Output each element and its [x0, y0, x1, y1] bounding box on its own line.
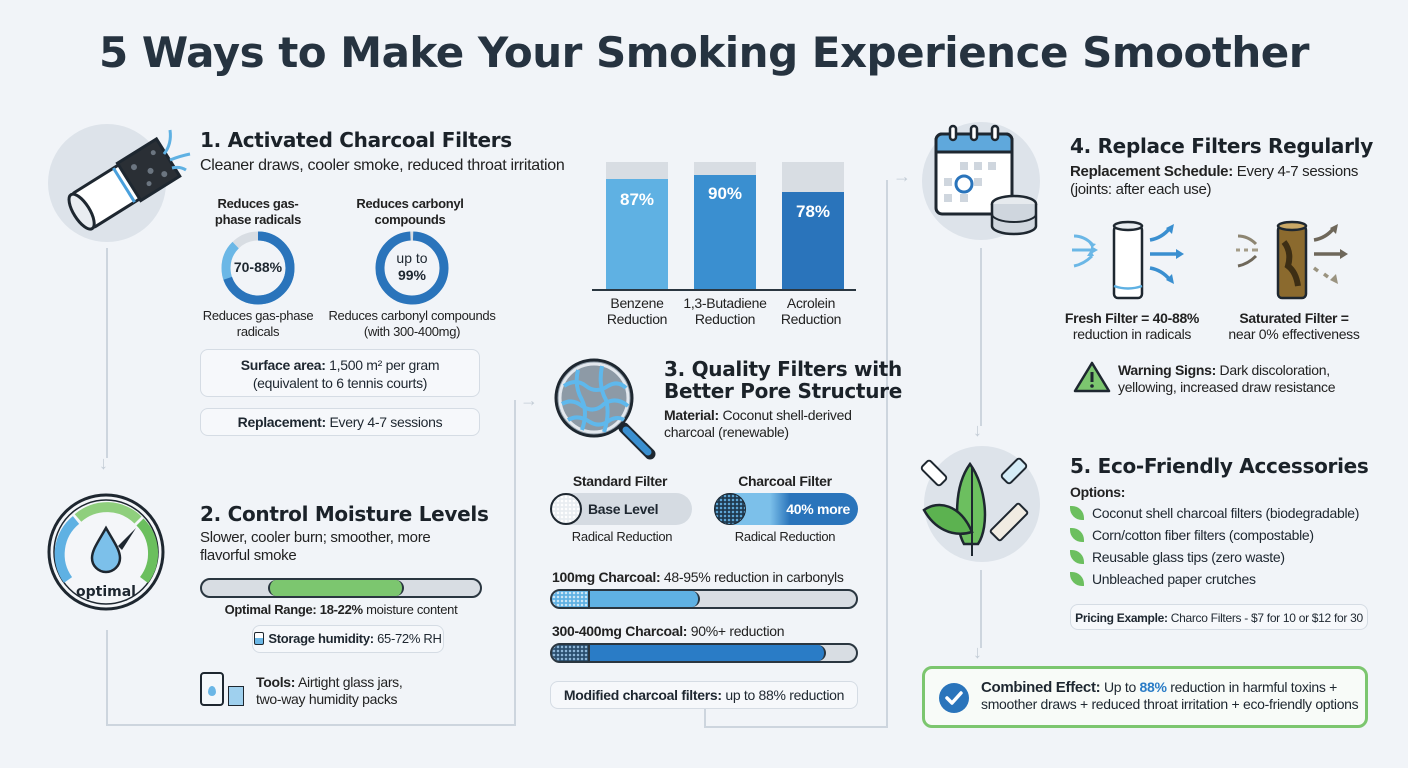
donut1-caption: Reduces gas-phase radicals	[202, 308, 314, 339]
bar-acrolein-value: 78%	[795, 202, 831, 221]
list-item: Coconut shell charcoal filters (biodegra…	[1070, 502, 1359, 524]
bar1-label: 100mg Charcoal: 48-95% reduction in carb…	[552, 569, 844, 585]
jar-icon	[254, 632, 265, 645]
leaf-bullet-icon	[1070, 550, 1084, 564]
chart-baseline	[592, 289, 856, 291]
section1-title: 1. Activated Charcoal Filters	[200, 128, 512, 152]
bar2-label: 300-400mg Charcoal: 90%+ reduction	[552, 623, 785, 639]
connector-line	[704, 706, 706, 728]
material-text: Material: Coconut shell-derived charcoal…	[664, 407, 852, 440]
category-acrolein: Acrolein Reduction	[780, 295, 842, 327]
standard-filter-caption: Radical Reduction	[571, 529, 673, 544]
fresh-filter-text: Fresh Filter = 40-88% reduction in radic…	[1064, 310, 1200, 342]
donut2-heading: Reduces carbonyl compounds	[356, 196, 464, 227]
moisture-range-bar	[200, 578, 482, 598]
fresh-filter-icon	[1070, 218, 1190, 304]
arrow-down-icon: ↓	[99, 453, 108, 473]
tools-jar-icon	[200, 672, 224, 706]
toxin-reduction-chart: 87% 90% 78%	[590, 160, 854, 290]
category-benzene: Benzene Reduction	[606, 295, 668, 327]
magnifier-pore-icon	[550, 356, 662, 460]
eco-options-list: Coconut shell charcoal filters (biodegra…	[1070, 502, 1359, 590]
options-label: Options:	[1070, 484, 1126, 500]
bar-acrolein: 78%	[782, 162, 844, 290]
standard-filter-icon	[550, 493, 582, 525]
tools-text: Tools: Airtight glass jars, two-way humi…	[256, 674, 403, 707]
donut2-value-line1: up to	[396, 250, 428, 266]
donut2-caption: Reduces carbonyl compounds (with 300-400…	[328, 308, 496, 339]
saturated-filter-text: Saturated Filter = near 0% effectiveness	[1228, 310, 1360, 342]
connector-line	[514, 400, 516, 726]
charcoal-filter-pill: 40% more	[714, 493, 858, 525]
arrow-down-icon: ↓	[973, 642, 982, 662]
bar-benzene: 87%	[606, 162, 668, 290]
charcoal-100mg-bar	[550, 589, 858, 609]
warning-signs-text: Warning Signs: Dark discoloration, yello…	[1118, 362, 1336, 395]
standard-filter-pill: Base Level	[550, 493, 692, 525]
optimal-range-text: Optimal Range: 18-22% moisture content	[224, 602, 458, 617]
calendar-icon	[922, 122, 1040, 240]
svg-text:optimal: optimal	[76, 584, 136, 600]
charcoal-filter-icon	[48, 124, 191, 242]
connector-line	[980, 570, 982, 648]
charcoal-filter-caption: Radical Reduction	[734, 529, 836, 544]
surface-note: (equivalent to 6 tennis courts)	[252, 375, 428, 391]
eco-leaf-icon	[920, 446, 1040, 562]
replacement-label: Replacement:	[237, 414, 327, 430]
moisture-gauge-icon: optimal	[46, 492, 166, 612]
bar-butadiene-value: 90%	[707, 184, 743, 203]
storage-humidity-box: Storage humidity: 65-72% RH	[252, 625, 444, 653]
bar-butadiene: 90%	[694, 162, 756, 290]
list-item: Corn/cotton fiber filters (compostable)	[1070, 524, 1359, 546]
donut1-heading: Reduces gas-phase radicals	[214, 196, 302, 227]
section3-title: 3. Quality Filters with Better Pore Stru…	[664, 357, 902, 403]
leaf-bullet-icon	[1070, 528, 1084, 542]
connector-line	[886, 180, 888, 728]
checkmark-icon	[939, 683, 969, 713]
donut1-value: 70-88%	[233, 259, 283, 275]
connector-line	[106, 630, 108, 726]
connector-line	[106, 724, 516, 726]
list-item: Unbleached paper crutches	[1070, 568, 1359, 590]
surface-value: 1,500 m² per gram	[329, 357, 440, 373]
charcoal-filter-icon	[714, 493, 746, 525]
bar-benzene-value: 87%	[619, 190, 655, 209]
pricing-box: Pricing Example: Charco Filters - $7 for…	[1070, 604, 1368, 630]
connector-line	[980, 248, 982, 426]
standard-filter-heading: Standard Filter	[572, 473, 668, 489]
schedule-text: Replacement Schedule: Every 4-7 sessions…	[1070, 163, 1359, 198]
leaf-bullet-icon	[1070, 506, 1084, 520]
modified-filters-box: Modified charcoal filters: up to 88% red…	[550, 681, 858, 709]
category-butadiene: 1,3-Butadiene Reduction	[683, 295, 767, 327]
list-item: Reusable glass tips (zero waste)	[1070, 546, 1359, 568]
carbonyl-donut-chart: up to 99%	[374, 230, 450, 306]
connector-line	[704, 726, 888, 728]
charcoal-filter-heading: Charcoal Filter	[738, 473, 832, 489]
section5-title: 5. Eco-Friendly Accessories	[1070, 454, 1369, 478]
arrow-down-icon: ↓	[973, 420, 982, 440]
connector-line	[106, 248, 108, 458]
combined-effect-box: Combined Effect: Up to 88% reduction in …	[922, 666, 1368, 728]
donut2-value-line2: 99%	[397, 267, 427, 283]
replacement-box: Replacement: Every 4-7 sessions	[200, 408, 480, 436]
arrow-right-icon: →	[520, 390, 538, 410]
surface-area-box: Surface area: 1,500 m² per gram (equival…	[200, 349, 480, 397]
charcoal-filter-pill-label: 40% more	[786, 501, 850, 517]
humidity-pack-icon	[228, 686, 244, 706]
page-title: 5 Ways to Make Your Smoking Experience S…	[99, 28, 1309, 77]
section2-subtitle: Slower, cooler burn; smoother, more flav…	[200, 529, 431, 564]
arrow-right-icon: →	[893, 166, 911, 186]
leaf-bullet-icon	[1070, 572, 1084, 586]
section2-title: 2. Control Moisture Levels	[200, 502, 489, 526]
surface-label: Surface area:	[240, 357, 326, 373]
section1-subtitle: Cleaner draws, cooler smoke, reduced thr…	[200, 157, 565, 174]
section4-title: 4. Replace Filters Regularly	[1070, 134, 1373, 158]
combined-effect-text: Combined Effect: Up to 88% reduction in …	[981, 679, 1359, 712]
replacement-value: Every 4-7 sessions	[329, 414, 443, 430]
radicals-donut-chart: 70-88%	[220, 230, 296, 306]
standard-filter-pill-label: Base Level	[588, 501, 659, 517]
charcoal-300-400mg-bar	[550, 643, 858, 663]
saturated-filter-icon	[1234, 218, 1354, 304]
warning-triangle-icon	[1072, 360, 1112, 394]
